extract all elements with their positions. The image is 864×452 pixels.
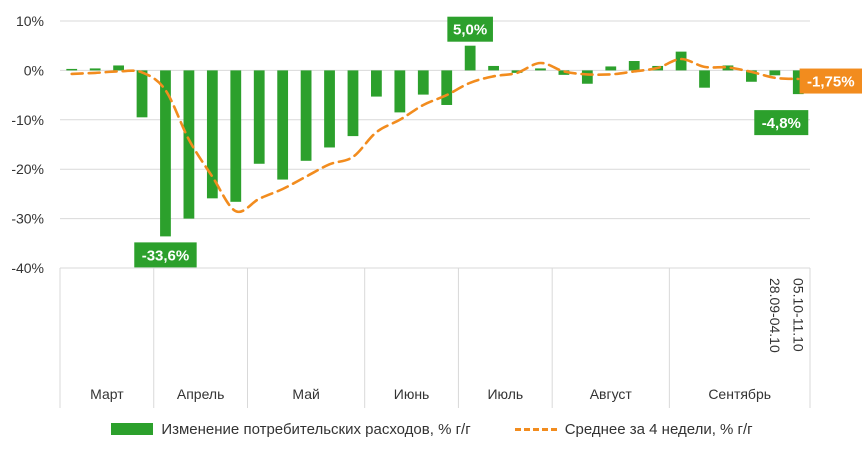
callout-box <box>134 242 197 268</box>
y-tick-label: 0% <box>24 62 44 78</box>
callout-box <box>754 110 809 136</box>
bar <box>605 66 617 71</box>
bar <box>160 70 171 237</box>
bar <box>66 68 78 71</box>
average-line <box>70 57 800 214</box>
bar <box>324 70 335 148</box>
callout-label: -1,75% <box>807 74 855 91</box>
bar <box>535 68 546 71</box>
legend: Изменение потребительских расходов, % г/… <box>0 414 864 444</box>
bar <box>277 70 289 180</box>
x-week-label: 05.10-11.10 <box>790 278 806 352</box>
bar <box>183 70 195 219</box>
average-line-series <box>70 57 800 214</box>
y-tick-label: -20% <box>11 161 44 177</box>
x-axis-week-labels: 28.09-04.10 05.10-11.10 <box>767 278 806 353</box>
bar <box>722 65 734 71</box>
bar <box>769 70 781 76</box>
bar <box>300 70 312 161</box>
legend-line-swatch <box>514 427 557 431</box>
bar <box>464 45 476 71</box>
y-tick-label: -30% <box>11 211 44 227</box>
bar-series <box>66 45 804 237</box>
x-month-label: Апрель <box>177 386 225 402</box>
bar <box>89 68 101 71</box>
legend-item-line: Среднее за 4 недели, % г/г <box>514 420 753 438</box>
bar <box>113 65 124 71</box>
bar <box>371 70 382 97</box>
x-month-label: Август <box>590 386 633 402</box>
bar <box>394 70 406 113</box>
y-axis-tick-labels: 10% 0% -10% -20% -30% -40% <box>11 13 44 276</box>
bar <box>792 70 804 95</box>
x-month-label: Июнь <box>394 386 430 402</box>
bar <box>441 70 453 105</box>
gridlines <box>60 20 810 269</box>
x-month-label: Сентябрь <box>708 386 771 402</box>
bar <box>230 70 242 202</box>
x-month-label: Март <box>90 386 124 402</box>
callout-box <box>447 16 493 42</box>
x-axis-month-labels: Март Апрель Май Июнь Июль Август Сентябрь <box>90 386 771 402</box>
bar <box>417 70 429 95</box>
bar <box>558 70 570 75</box>
x-month-label: Май <box>292 386 319 402</box>
x-month-label: Июль <box>487 386 523 402</box>
callout-label: 5,0% <box>453 22 487 39</box>
callout-label: -4,8% <box>762 115 801 132</box>
bar <box>699 70 710 88</box>
legend-line-label: Среднее за 4 недели, % г/г <box>564 420 753 438</box>
bar <box>628 61 640 71</box>
bar <box>746 70 757 82</box>
bar <box>675 51 687 71</box>
bar <box>347 70 359 137</box>
legend-bar-swatch <box>111 423 154 435</box>
callout-label: -33,6% <box>142 247 190 264</box>
data-callouts: -33,6% 5,0% -4,8% -1,75% <box>134 16 862 268</box>
bar <box>206 70 218 199</box>
month-separators <box>59 268 811 408</box>
legend-bar-label: Изменение потребительских расходов, % г/… <box>161 420 471 438</box>
y-tick-label: 10% <box>16 13 44 29</box>
y-tick-label: -40% <box>11 260 44 276</box>
bar <box>253 70 265 164</box>
callout-box <box>799 68 862 94</box>
legend-item-bars: Изменение потребительских расходов, % г/… <box>111 420 471 438</box>
bar <box>488 65 499 71</box>
x-week-label: 28.09-04.10 <box>767 278 783 353</box>
y-tick-label: -10% <box>11 112 44 128</box>
bar <box>581 70 593 84</box>
bar <box>136 70 148 118</box>
